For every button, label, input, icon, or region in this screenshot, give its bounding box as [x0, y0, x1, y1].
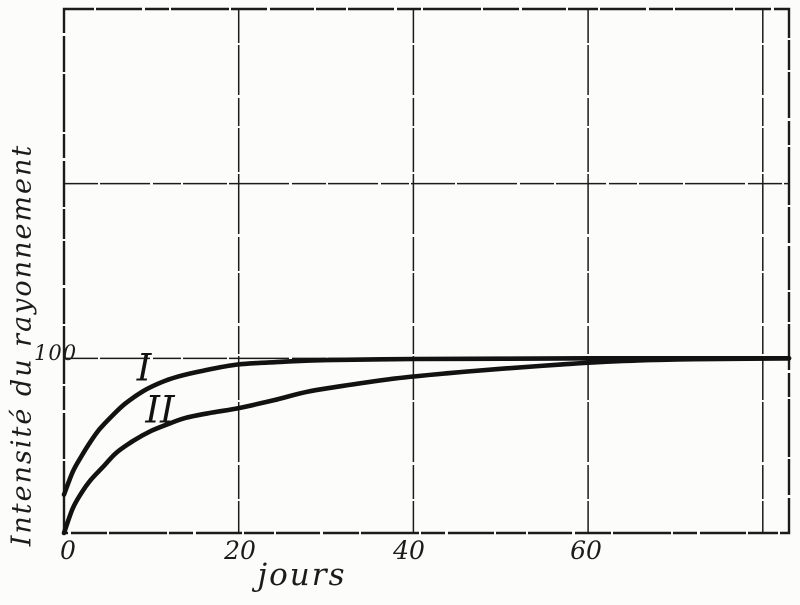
- curve-label-I: I: [136, 346, 152, 390]
- y-axis-title: Intensité du rayonnement: [6, 143, 38, 547]
- curve-II: [61, 356, 792, 536]
- x-axis-tick-0: 0: [60, 536, 76, 565]
- curve-I: [61, 355, 792, 497]
- y-axis-tick-100: 100: [34, 341, 78, 365]
- x-axis-title: jours: [257, 557, 347, 593]
- x-axis-tick-60: 60: [570, 536, 602, 565]
- x-axis-tick-20: 20: [224, 536, 256, 565]
- plot-frame: [62, 7, 791, 535]
- curve-label-II: II: [145, 388, 175, 432]
- x-axis-tick-40: 40: [393, 536, 425, 565]
